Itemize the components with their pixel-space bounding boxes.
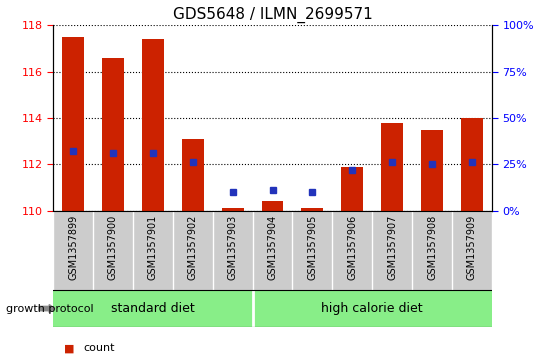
Text: growth protocol: growth protocol — [6, 303, 93, 314]
Bar — [381, 123, 403, 211]
Text: GSM1357909: GSM1357909 — [467, 215, 477, 280]
Bar — [421, 130, 443, 211]
Text: GSM1357908: GSM1357908 — [427, 215, 437, 280]
Text: standard diet: standard diet — [111, 302, 195, 315]
Text: GSM1357905: GSM1357905 — [307, 215, 318, 280]
Bar — [301, 208, 323, 211]
Text: GSM1357906: GSM1357906 — [347, 215, 357, 280]
Text: ■: ■ — [64, 343, 75, 354]
Bar — [262, 201, 283, 211]
Text: GSM1357904: GSM1357904 — [268, 215, 277, 280]
Bar — [461, 118, 483, 211]
Bar — [62, 37, 84, 211]
Text: GSM1357899: GSM1357899 — [68, 215, 78, 280]
Title: GDS5648 / ILMN_2699571: GDS5648 / ILMN_2699571 — [173, 7, 372, 23]
Bar — [222, 208, 244, 211]
Text: high calorie diet: high calorie diet — [321, 302, 423, 315]
Text: GSM1357900: GSM1357900 — [108, 215, 118, 280]
Text: GSM1357907: GSM1357907 — [387, 215, 397, 280]
Text: GSM1357902: GSM1357902 — [188, 215, 198, 280]
Text: GSM1357903: GSM1357903 — [228, 215, 238, 280]
Bar — [102, 58, 124, 211]
Bar — [182, 139, 203, 211]
Bar — [142, 39, 164, 211]
Text: GSM1357901: GSM1357901 — [148, 215, 158, 280]
Bar — [342, 167, 363, 211]
Text: count: count — [84, 343, 115, 354]
